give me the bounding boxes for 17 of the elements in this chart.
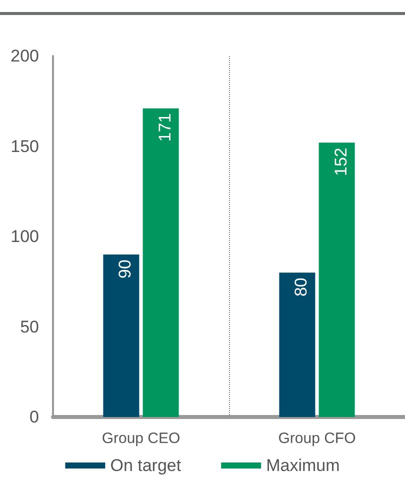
y-tick-label: 0 (30, 408, 39, 426)
bar (103, 254, 140, 417)
x-tick-label: Group CEO (102, 430, 180, 447)
bar (318, 142, 355, 417)
y-tick-label: 150 (10, 136, 39, 156)
data-label: 171 (155, 113, 174, 142)
y-tick-label: 200 (10, 46, 39, 66)
x-tick-label: Group CFO (278, 430, 356, 447)
data-label: 90 (116, 260, 135, 278)
data-label: 152 (331, 148, 350, 176)
bar (279, 272, 316, 417)
bar (142, 108, 179, 417)
y-tick-label: 50 (20, 317, 39, 336)
legend-label: On target (110, 456, 182, 475)
data-label: 80 (292, 278, 311, 297)
legend-label: Maximum (266, 456, 340, 475)
y-tick-label: 100 (10, 227, 39, 246)
